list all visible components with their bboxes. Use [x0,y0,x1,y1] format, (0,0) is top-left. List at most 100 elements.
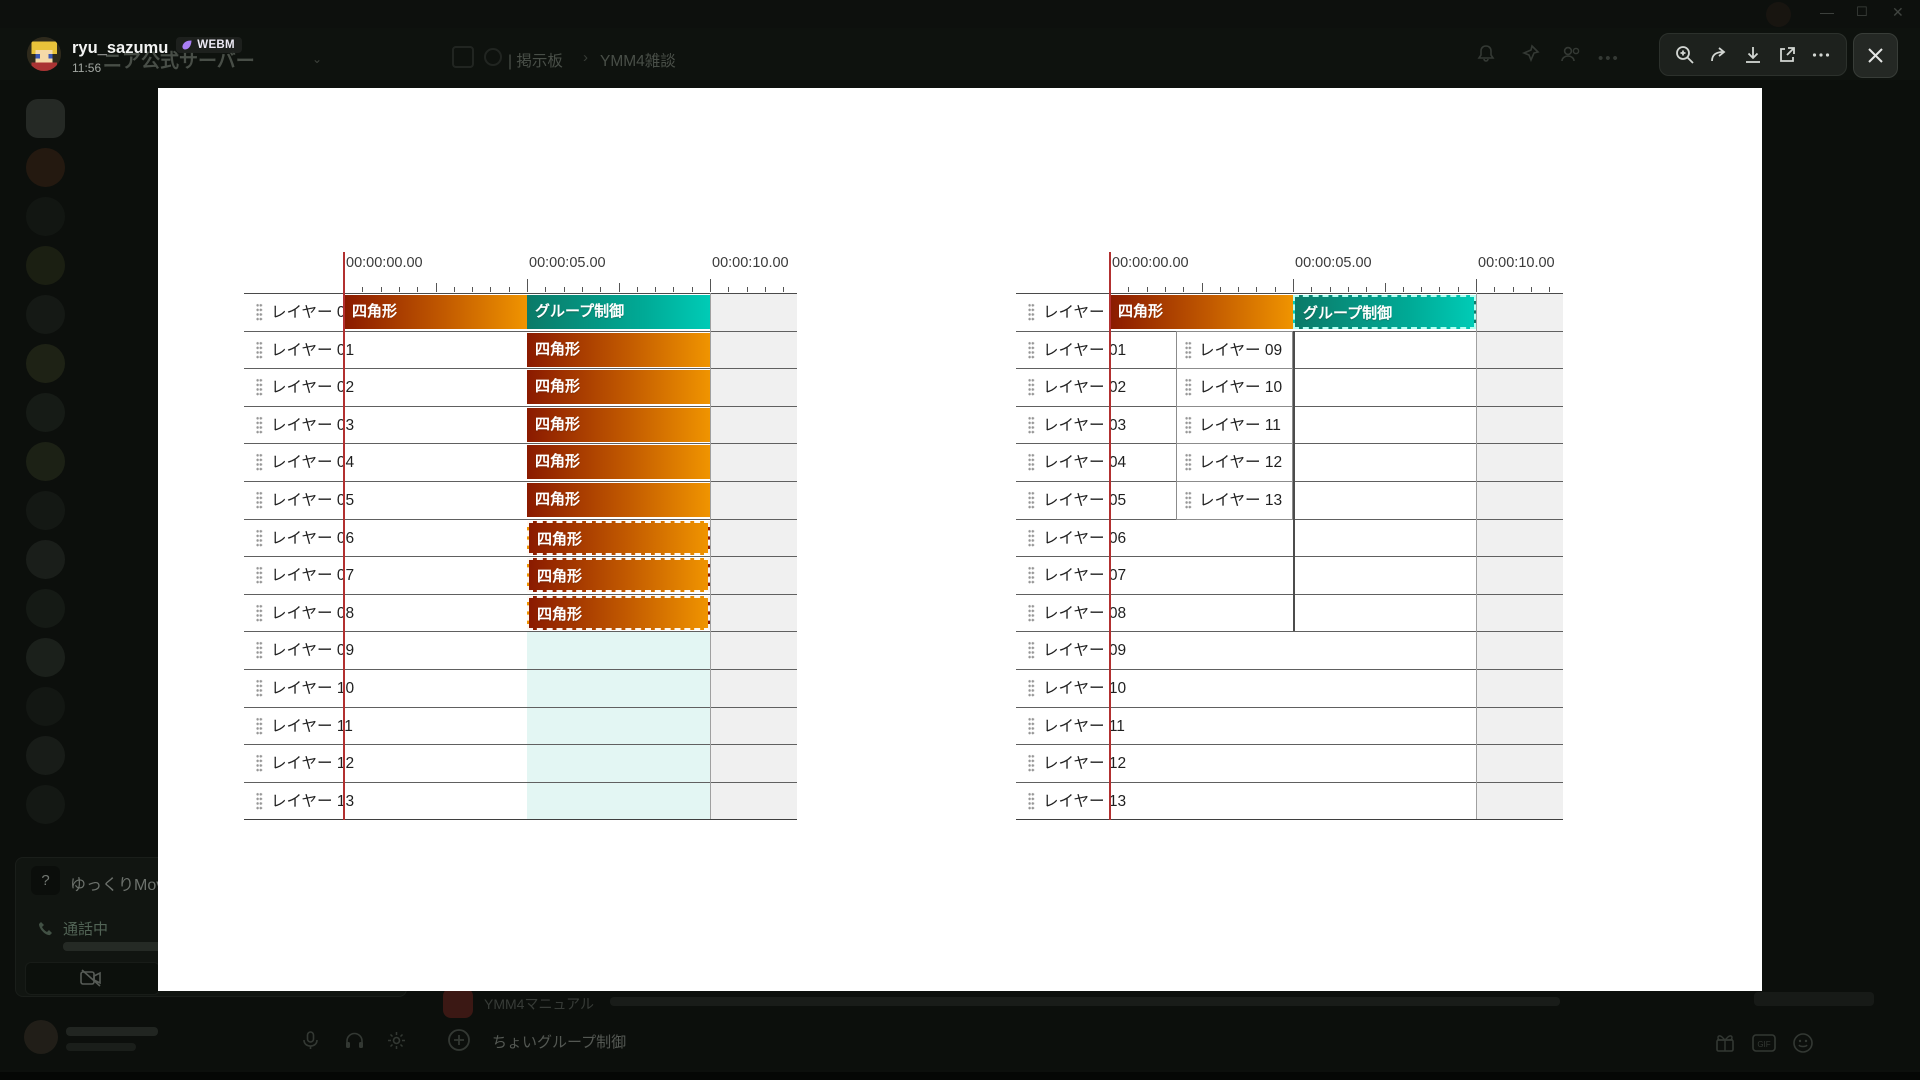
grid-row-line [1016,556,1563,558]
channel-icon [484,48,502,66]
nested-layer-label: レイヤー 13 [1199,492,1283,509]
user-status-placeholder [66,1043,136,1051]
ruler-tick [1457,286,1459,292]
open-external-button[interactable] [1776,44,1798,66]
ruler-tick [655,286,657,292]
layer-row-label: レイヤー 10 [271,680,355,697]
clip-rect: 四角形 [527,445,710,480]
drag-handle-icon [1185,491,1192,510]
ruler-tick [398,286,400,292]
window-close-icon: ✕ [1892,4,1904,20]
layer-row-label: レイヤー 12 [271,755,355,773]
grid-row-line [1016,706,1563,708]
drag-handle-icon [1028,378,1035,398]
grid-row-line [1016,593,1563,595]
close-lightbox-button[interactable] [1853,33,1898,78]
message-text-prefix: YMM4マニュアル [484,996,595,1012]
drag-handle-icon [1028,641,1035,661]
author-username[interactable]: ryu_sazumu [72,39,169,57]
drag-handle-icon [1028,303,1035,322]
clip-rect: 四角形 [527,370,710,405]
layer-row-label: レイヤー 01 [1043,341,1127,359]
user-name-placeholder [66,1027,158,1036]
titlebar-avatar [1766,2,1791,27]
author-avatar[interactable] [27,37,61,71]
layer-row-label: レイヤー 11 [271,717,353,735]
zoom-in-button[interactable] [1674,44,1696,66]
drag-handle-icon [1028,716,1035,736]
download-button[interactable] [1742,44,1764,66]
ruler-tick [1512,286,1514,292]
server-icon [26,785,65,824]
grid-row-line [244,781,797,783]
clip-rect: 四角形 [527,558,710,593]
grid-row-line [244,443,797,445]
grid-row-line [244,556,797,558]
ruler-tick [1494,286,1496,292]
ruler-tick [710,279,711,292]
headphones-icon [346,1032,363,1048]
nested-layer-cell [1176,405,1293,445]
grid-row-line [244,631,797,633]
playhead [343,252,346,820]
layer-row-label: レイヤー 05 [1043,492,1127,509]
nested-layer-label: レイヤー 12 [1199,454,1283,472]
grid-row-line [244,744,797,746]
layer-row-label: レイヤー 02 [1043,379,1127,397]
grid-10s-line [1476,293,1477,820]
window-maximize-icon: ☐ [1856,4,1868,19]
ruler-tick [490,286,492,292]
nested-layer-label: レイヤー 10 [1199,379,1283,397]
user-avatar [24,1020,58,1054]
ruler-tick [508,286,510,292]
webm-badge-label: WEBM [197,39,235,51]
grid-row-line [1016,744,1563,746]
drag-handle-icon [1185,415,1192,435]
ruler-tick [453,286,455,292]
ruler-tick [1439,286,1441,292]
ruler-tick [1146,286,1148,292]
drag-handle-icon [256,303,263,322]
ruler-tick [1402,286,1404,292]
server-icon [26,491,65,530]
playhead [1109,252,1112,820]
drag-handle-icon [256,603,263,623]
activity-title: ゆっくりMov [70,877,165,894]
clip-rect: 四角形 [344,295,527,329]
grid-row-line [244,330,797,332]
clip-rect: 四角形 [527,332,710,367]
clip-rect: 四角形 [527,483,710,517]
grid-row-line [244,593,797,595]
window-titlebar [0,0,1920,28]
call-channel-placeholder [63,942,191,951]
grid-row-line [244,518,797,520]
svg-text:GIF: GIF [1757,1040,1770,1049]
drag-handle-icon [256,453,263,473]
layer-row-label: レイヤー 08 [1043,604,1127,622]
lightbox-header: ryu_sazumu WEBM 11:56 [27,37,242,77]
drag-handle-icon [256,415,263,435]
group-boundary-line [1293,330,1295,632]
layer-row-label: レイヤー 09 [271,642,355,660]
grid-row-line [244,293,797,294]
grid-row-line [244,368,797,370]
ruler-tick [1366,286,1368,292]
server-icon [26,687,65,726]
ruler-tick [581,286,583,292]
forward-button[interactable] [1708,44,1730,66]
grid-row-line [1016,819,1563,821]
more-options-button[interactable] [1810,44,1832,66]
ruler-tick [545,286,547,292]
webm-badge: WEBM [176,37,242,53]
server-icon [26,246,65,285]
grid-row-line [244,819,797,821]
ruler-tick [764,286,766,292]
ruler-tick [783,286,785,292]
server-icon [26,442,65,481]
drag-handle-icon [1028,528,1035,548]
drag-handle-icon [1028,754,1035,774]
layer-row-label: レイヤー 04 [1043,454,1127,472]
attach-plus-icon [448,1029,470,1051]
ruler-tick [1128,286,1130,292]
